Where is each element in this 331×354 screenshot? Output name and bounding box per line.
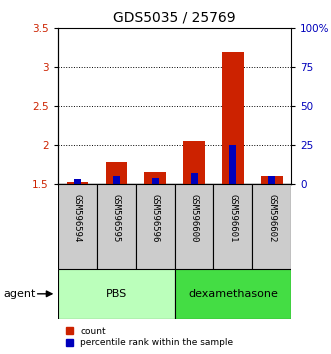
Bar	[152, 178, 159, 184]
Bar	[58, 184, 97, 269]
Bar	[261, 176, 283, 184]
Bar	[67, 182, 88, 184]
Bar	[213, 184, 252, 269]
Bar	[222, 52, 244, 184]
Bar	[183, 141, 205, 184]
Text: GSM596594: GSM596594	[73, 194, 82, 242]
Text: GSM596602: GSM596602	[267, 194, 276, 242]
Bar	[144, 172, 166, 184]
Bar	[113, 176, 120, 184]
Legend: count, percentile rank within the sample: count, percentile rank within the sample	[63, 323, 237, 351]
Text: GSM596600: GSM596600	[190, 194, 199, 242]
Text: dexamethasone: dexamethasone	[188, 289, 278, 299]
Bar	[229, 145, 236, 184]
Bar	[136, 184, 174, 269]
Text: GSM596601: GSM596601	[228, 194, 237, 242]
Bar	[175, 184, 213, 269]
Bar	[106, 162, 127, 184]
Bar	[191, 173, 198, 184]
Bar	[252, 184, 291, 269]
Text: GSM596595: GSM596595	[112, 194, 121, 242]
Title: GDS5035 / 25769: GDS5035 / 25769	[113, 10, 236, 24]
Text: GSM596596: GSM596596	[151, 194, 160, 242]
Text: PBS: PBS	[106, 289, 127, 299]
Bar	[268, 176, 275, 184]
Bar	[97, 184, 136, 269]
Text: agent: agent	[3, 289, 36, 299]
Bar	[58, 269, 175, 319]
Bar	[74, 179, 81, 184]
Bar	[175, 269, 291, 319]
